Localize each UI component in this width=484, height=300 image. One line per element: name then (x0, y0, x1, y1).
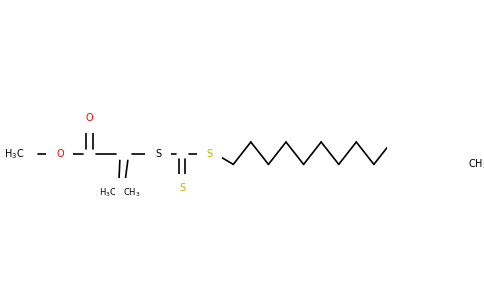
Text: O: O (86, 113, 93, 123)
Text: H$_3$C: H$_3$C (99, 187, 117, 199)
Text: S: S (206, 149, 212, 159)
Text: CH$_3$: CH$_3$ (468, 158, 484, 171)
Text: CH$_3$: CH$_3$ (123, 187, 140, 199)
Text: S: S (155, 149, 161, 159)
Text: S: S (179, 183, 185, 193)
Text: H$_3$C: H$_3$C (4, 147, 24, 161)
Text: O: O (56, 149, 64, 159)
